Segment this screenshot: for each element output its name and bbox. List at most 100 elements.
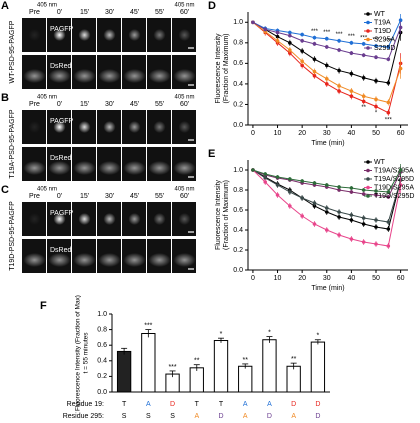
data-point [337, 210, 341, 214]
significance: * [317, 333, 320, 340]
x-tick-label: 30 [323, 130, 331, 137]
time-label: 45' [130, 193, 139, 200]
residue-295: S [170, 413, 175, 420]
time-label: 55' [155, 101, 164, 108]
data-point [275, 183, 280, 187]
bar [238, 365, 253, 393]
data-point [386, 220, 391, 224]
y-tick-label: 1.0 [97, 311, 107, 318]
data-point [349, 41, 354, 45]
image-blob [148, 161, 171, 175]
time-label: 0' [57, 9, 62, 16]
data-point [337, 215, 341, 219]
channel-label: PAGFP [50, 210, 74, 217]
x-tick-label: 50 [372, 130, 380, 137]
data-point [398, 25, 403, 30]
annotation: *** [323, 30, 331, 36]
data-point [263, 180, 268, 184]
x-tick-label: 60 [397, 275, 405, 282]
data-point [361, 99, 366, 104]
residue-19: D [170, 401, 175, 408]
image-blob [78, 121, 91, 133]
bar [141, 333, 156, 393]
residue-295: S [146, 413, 151, 420]
x-tick-label: 40 [347, 275, 355, 282]
data-point [324, 228, 329, 232]
image-blob [148, 69, 171, 83]
image-blob [28, 29, 41, 41]
data-point [324, 183, 329, 187]
time-label: 60' [180, 193, 189, 200]
significance: ** [194, 358, 200, 365]
annotation: * [375, 110, 378, 116]
data-point [386, 195, 391, 199]
data-point [337, 38, 341, 43]
data-point [251, 168, 255, 172]
image-blob [73, 253, 96, 267]
y-tick-label: 0.2 [97, 373, 107, 380]
residue-19: T [122, 401, 127, 408]
y-tick-label: 0.8 [233, 187, 243, 194]
significance: * [220, 331, 223, 338]
legend-label: T19D/S295A [374, 184, 414, 191]
data-point [386, 190, 391, 194]
y-tick-label: 0.8 [233, 40, 243, 47]
data-point [337, 89, 341, 93]
data-point [300, 63, 304, 68]
data-point [374, 193, 378, 197]
y-axis-label: t = 55 minutes [83, 332, 90, 374]
image-blob [173, 161, 196, 175]
data-point [312, 42, 317, 46]
time-label: 30' [105, 101, 114, 108]
x-tick-label: 40 [347, 130, 355, 137]
laser-label: 405 nm [37, 187, 57, 193]
legend-label: T19D/S295D [374, 193, 414, 200]
y-tick-label: 0.8 [97, 326, 107, 333]
residue-295: A [194, 413, 199, 420]
significance: *** [168, 364, 176, 371]
data-point [386, 81, 391, 85]
row-label: Residue 19: [67, 401, 104, 408]
data-point [263, 172, 268, 176]
sample-label: T19D-PSD-95-PAGFP [9, 201, 16, 271]
annotation: *** [336, 32, 344, 38]
data-point [361, 53, 366, 57]
legend-marker [366, 160, 370, 164]
laser-label: 405 nm [37, 3, 57, 9]
image-blob [128, 213, 141, 225]
legend-marker [366, 168, 370, 173]
bar [310, 341, 326, 393]
time-label: 55' [155, 9, 164, 16]
x-tick-label: 10 [274, 275, 282, 282]
legend-marker [366, 29, 370, 33]
data-point [288, 48, 292, 52]
data-point [349, 186, 354, 190]
data-point [361, 192, 366, 196]
bar [189, 367, 204, 393]
legend-label: T19A [374, 19, 391, 26]
data-point [349, 213, 354, 217]
data-point [374, 189, 378, 193]
image-blob [173, 69, 196, 83]
annotation: *** [348, 34, 356, 40]
bar [286, 365, 301, 393]
x-tick-label: 0 [251, 275, 255, 282]
x-tick-label: 50 [372, 275, 380, 282]
image-blob [78, 213, 91, 225]
significance: ** [242, 357, 248, 364]
x-axis-label: Time (min) [311, 285, 344, 292]
data-point [300, 179, 304, 183]
image-blob [148, 253, 171, 267]
image-blob [103, 29, 116, 41]
data-point [361, 75, 366, 80]
image-blob [178, 121, 191, 133]
data-point [374, 55, 378, 59]
x-tick-label: 60 [397, 130, 405, 137]
y-tick-label: 0.0 [233, 122, 243, 129]
annotation: *** [372, 37, 380, 43]
y-axis-label: (Fraction of Maximum) [223, 180, 230, 250]
residue-19: A [146, 401, 151, 408]
time-label: 55' [155, 193, 164, 200]
panel-letter: D [208, 0, 216, 12]
data-point [374, 104, 378, 109]
